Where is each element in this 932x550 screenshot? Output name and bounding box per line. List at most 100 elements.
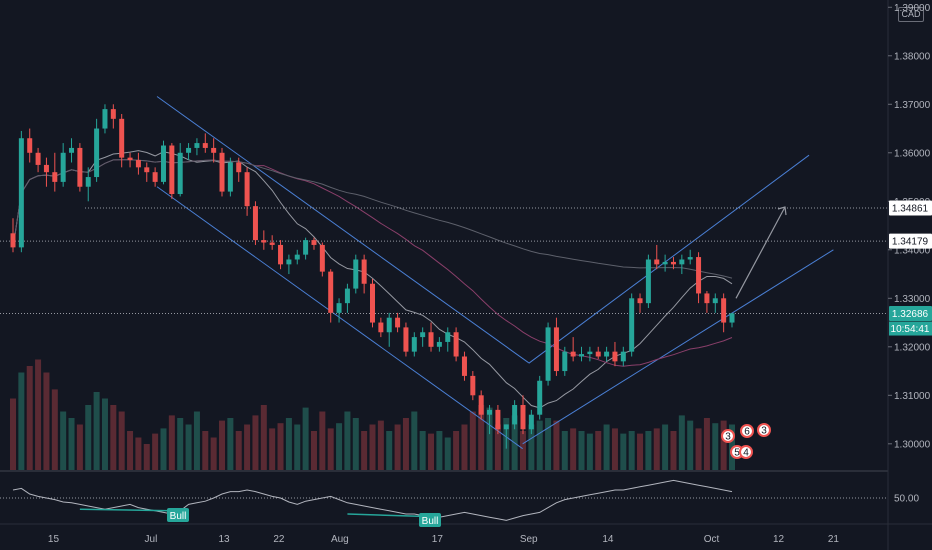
volume-bar — [428, 433, 435, 470]
volume-bar — [469, 411, 476, 470]
volume-bar — [244, 424, 251, 470]
volume-bar — [18, 372, 25, 470]
event-marker-circle — [757, 423, 771, 437]
candle-body — [370, 283, 375, 323]
y-tick-label: 1.32000 — [894, 342, 931, 353]
candle-body — [696, 257, 702, 294]
candle-body — [470, 375, 476, 396]
volume-bar — [453, 431, 460, 470]
candle-body — [119, 118, 125, 158]
candle-body — [160, 145, 166, 182]
event-marker-label: 3 — [761, 426, 767, 437]
candle-body — [537, 380, 543, 415]
candle-body — [428, 332, 434, 347]
candle-body — [453, 332, 459, 357]
volume-bar — [310, 431, 317, 470]
candle-body — [43, 164, 49, 173]
candle-body — [27, 138, 33, 153]
y-tick-label: 1.37000 — [894, 100, 931, 111]
volume-bar — [494, 424, 501, 470]
y-tick-label: 1.38000 — [894, 51, 931, 62]
volume-bar — [712, 423, 719, 470]
price-tag-box — [889, 200, 932, 216]
volume-bar — [185, 424, 192, 470]
countdown-box — [889, 321, 932, 336]
candle-body — [729, 313, 735, 323]
candle-body — [102, 109, 108, 129]
x-tick-label: 13 — [219, 534, 231, 545]
volume-bar — [461, 424, 468, 470]
candle-body — [654, 259, 660, 265]
volume-bar — [319, 411, 326, 470]
candle-body — [461, 356, 467, 376]
volume-bar — [377, 420, 384, 470]
bull-annotation-box — [167, 508, 189, 522]
candle-body — [503, 424, 509, 430]
countdown-label: 10:54:41 — [891, 324, 930, 335]
volume-bar — [595, 431, 602, 470]
price-tag-box — [889, 306, 932, 322]
volume-bar — [687, 420, 694, 470]
volume-bar — [695, 428, 702, 470]
volume-bar — [678, 415, 685, 470]
price-tag-label: 1.32686 — [892, 309, 929, 320]
rsi-line — [12, 479, 733, 521]
candle-body — [386, 317, 392, 333]
volume-bar — [478, 405, 485, 470]
bull-annotation-box — [419, 513, 441, 527]
volume-bar — [168, 415, 175, 470]
candle-body — [219, 152, 225, 192]
volume-bar — [60, 411, 67, 470]
projection-arrow-line — [735, 206, 786, 299]
volume-bar — [344, 411, 351, 470]
volume-bar — [118, 411, 125, 470]
candle-body — [487, 409, 493, 415]
projection-arrow-head — [777, 206, 787, 216]
volume-bar — [219, 420, 226, 470]
x-tick-label: 21 — [828, 534, 840, 545]
volume-bar — [235, 431, 242, 470]
volume-bar — [152, 433, 159, 470]
candle-body — [436, 341, 442, 347]
candle-body — [236, 162, 242, 173]
candle-body — [319, 244, 325, 272]
candle-body — [269, 242, 275, 245]
trend-channel-line — [156, 96, 530, 364]
volume-bar — [160, 428, 167, 470]
volume-bar — [68, 418, 75, 470]
volume-bar — [553, 420, 560, 470]
candle-body — [445, 332, 451, 342]
volume-bar — [294, 424, 301, 470]
volume-bar — [135, 437, 142, 470]
volume-bar — [703, 418, 710, 470]
volume-bar — [586, 433, 593, 470]
x-tick-label: Jul — [145, 534, 158, 545]
candle-body — [278, 244, 284, 265]
candle-body — [328, 271, 334, 313]
volume-bar — [578, 431, 585, 470]
candle-body — [612, 351, 618, 362]
volume-bar — [285, 418, 292, 470]
volume-bar — [628, 431, 635, 470]
volume-bar — [51, 389, 58, 470]
candle-body — [403, 327, 409, 352]
candle-body — [604, 351, 610, 357]
volume-bar — [519, 431, 526, 470]
x-tick-label: 17 — [432, 534, 444, 545]
candle-body — [679, 259, 685, 265]
candle-body — [286, 259, 292, 265]
candle-body — [94, 128, 100, 178]
price-tag-label: 1.34861 — [892, 204, 929, 215]
moving-average-medium — [12, 159, 733, 367]
volume-bar — [611, 428, 618, 470]
candle-body — [85, 177, 91, 187]
candle-body — [60, 152, 66, 182]
event-marker-label: 6 — [744, 427, 750, 438]
candle-body — [135, 160, 141, 168]
volume-bar — [436, 431, 443, 470]
candle-body — [18, 138, 24, 248]
candle-body — [186, 147, 192, 153]
volume-bar — [302, 407, 309, 470]
volume-bar — [85, 405, 92, 470]
